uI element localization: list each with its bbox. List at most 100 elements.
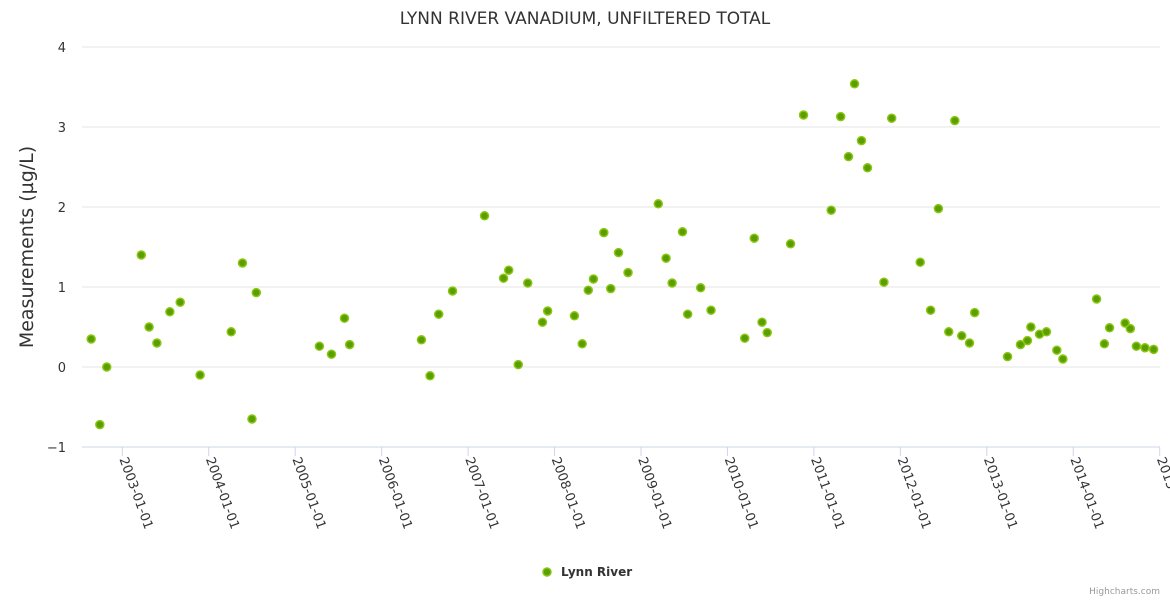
data-point[interactable] bbox=[1120, 318, 1130, 328]
data-point[interactable] bbox=[1140, 343, 1150, 353]
data-point[interactable] bbox=[1015, 339, 1026, 350]
credits-link[interactable]: Highcharts.com bbox=[1089, 587, 1160, 597]
x-tick-label: 2009-01-01 bbox=[634, 455, 674, 531]
data-point[interactable] bbox=[1041, 327, 1052, 337]
x-tick-label: 2008-01-01 bbox=[548, 455, 588, 531]
data-point[interactable] bbox=[523, 278, 533, 288]
data-point[interactable] bbox=[144, 322, 154, 332]
data-point[interactable] bbox=[623, 267, 633, 278]
data-point[interactable] bbox=[537, 317, 548, 327]
data-point[interactable] bbox=[695, 283, 706, 293]
data-point[interactable] bbox=[944, 327, 954, 337]
data-point[interactable] bbox=[969, 307, 980, 318]
x-tick-label: 2006-01-01 bbox=[375, 455, 415, 531]
data-point[interactable] bbox=[956, 331, 967, 341]
x-tick-label: 2011-01-01 bbox=[807, 455, 847, 531]
data-point[interactable] bbox=[950, 115, 960, 126]
data-point[interactable] bbox=[1091, 294, 1102, 304]
data-point[interactable] bbox=[862, 163, 873, 173]
data-point[interactable] bbox=[314, 341, 325, 351]
data-point[interactable] bbox=[416, 335, 427, 345]
x-tick-label: 2015-01-01 bbox=[1153, 455, 1170, 531]
data-point[interactable] bbox=[661, 253, 671, 263]
x-tick-label: 2010-01-01 bbox=[721, 455, 761, 531]
data-point[interactable] bbox=[479, 211, 490, 221]
series-lynn-river bbox=[86, 79, 1159, 430]
data-point[interactable] bbox=[749, 233, 759, 243]
data-point[interactable] bbox=[667, 278, 677, 288]
data-point[interactable] bbox=[915, 257, 925, 267]
data-point[interactable] bbox=[583, 285, 594, 295]
data-point[interactable] bbox=[785, 239, 796, 249]
data-point[interactable] bbox=[826, 205, 836, 215]
data-point[interactable] bbox=[1022, 335, 1033, 346]
data-point[interactable] bbox=[757, 317, 767, 327]
data-point[interactable] bbox=[1131, 341, 1142, 351]
data-point[interactable] bbox=[577, 339, 587, 349]
data-point[interactable] bbox=[101, 362, 112, 372]
data-point[interactable] bbox=[226, 327, 236, 337]
x-tick-label: 2014-01-01 bbox=[1066, 455, 1106, 531]
data-point[interactable] bbox=[247, 414, 257, 424]
data-point[interactable] bbox=[879, 277, 889, 287]
data-point[interactable] bbox=[933, 203, 944, 214]
legend-item-lynn-river[interactable]: Lynn River bbox=[542, 565, 632, 579]
data-point[interactable] bbox=[326, 349, 337, 359]
data-point[interactable] bbox=[925, 305, 936, 315]
data-point[interactable] bbox=[605, 283, 616, 294]
data-point[interactable] bbox=[498, 273, 509, 283]
data-point[interactable] bbox=[849, 79, 860, 89]
data-point[interactable] bbox=[425, 371, 435, 381]
data-point[interactable] bbox=[682, 309, 693, 319]
data-point[interactable] bbox=[835, 111, 846, 122]
legend-marker bbox=[542, 567, 552, 577]
data-point[interactable] bbox=[1002, 351, 1013, 362]
data-point[interactable] bbox=[136, 250, 147, 260]
data-point[interactable] bbox=[1058, 354, 1068, 364]
data-point[interactable] bbox=[588, 274, 599, 284]
y-tick-label: 4 bbox=[58, 41, 66, 56]
data-point[interactable] bbox=[152, 338, 162, 348]
data-point[interactable] bbox=[339, 313, 350, 323]
data-point[interactable] bbox=[175, 297, 185, 307]
data-point[interactable] bbox=[569, 311, 580, 321]
data-point[interactable] bbox=[1099, 339, 1110, 349]
data-point[interactable] bbox=[95, 419, 105, 430]
data-point[interactable] bbox=[503, 265, 514, 275]
data-point[interactable] bbox=[856, 135, 867, 146]
data-point[interactable] bbox=[739, 333, 750, 343]
data-point[interactable] bbox=[86, 334, 96, 344]
data-point[interactable] bbox=[344, 339, 355, 350]
data-point[interactable] bbox=[542, 306, 553, 316]
data-point[interactable] bbox=[1148, 344, 1159, 355]
data-point[interactable] bbox=[762, 327, 772, 338]
data-point[interactable] bbox=[677, 227, 688, 237]
data-point[interactable] bbox=[886, 113, 897, 123]
y-tick-label: 1 bbox=[58, 281, 66, 296]
data-point[interactable] bbox=[195, 370, 205, 380]
x-tick-label: 2004-01-01 bbox=[202, 455, 242, 531]
data-point[interactable] bbox=[964, 338, 975, 348]
legend-label: Lynn River bbox=[561, 565, 632, 579]
data-point[interactable] bbox=[613, 247, 624, 258]
y-axis-ticks: −1 0 1 2 3 4 bbox=[47, 41, 66, 456]
data-point[interactable] bbox=[433, 309, 444, 319]
x-tick-label: 2003-01-01 bbox=[116, 455, 156, 531]
data-point[interactable] bbox=[1104, 323, 1115, 333]
data-point[interactable] bbox=[165, 307, 175, 317]
data-point[interactable] bbox=[1052, 345, 1062, 355]
data-point[interactable] bbox=[1026, 322, 1036, 332]
data-point[interactable] bbox=[706, 305, 716, 315]
data-point[interactable] bbox=[447, 286, 458, 296]
data-point[interactable] bbox=[237, 258, 248, 268]
y-axis-title: Measurements (µg/L) bbox=[16, 146, 38, 348]
data-point[interactable] bbox=[843, 151, 854, 162]
data-point[interactable] bbox=[513, 359, 523, 370]
data-point[interactable] bbox=[653, 199, 664, 209]
data-point[interactable] bbox=[599, 227, 609, 238]
data-point[interactable] bbox=[251, 287, 262, 298]
y-tick-label: 2 bbox=[58, 201, 66, 216]
data-point[interactable] bbox=[1125, 323, 1136, 334]
data-point[interactable] bbox=[798, 110, 809, 120]
